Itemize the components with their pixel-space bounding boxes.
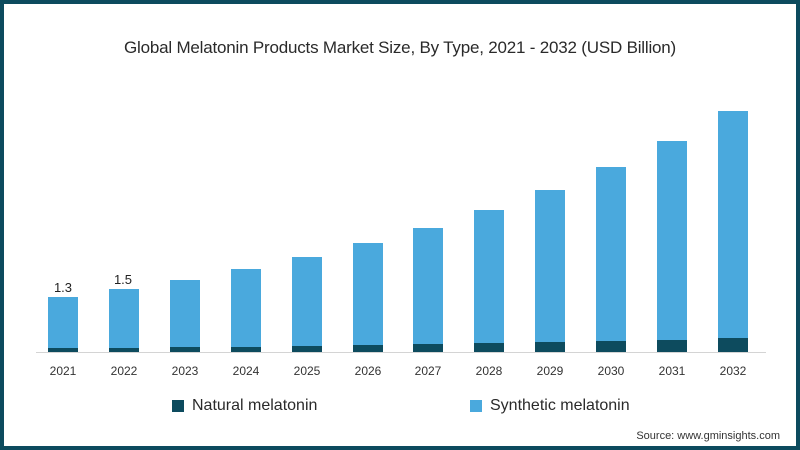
bar-2027 — [413, 228, 443, 352]
bar-segment-natural — [48, 348, 78, 352]
x-tick-label: 2025 — [293, 364, 321, 378]
x-tick-label: 2029 — [536, 364, 564, 378]
plot-area: 2021 2022 2023 2024 2025 2026 2027 2028 2029 2030… — [4, 4, 796, 446]
bar-segment-synthetic — [353, 243, 383, 345]
legend-swatch-synthetic — [470, 400, 482, 412]
bar-2031 — [657, 141, 687, 352]
bar-2030 — [596, 167, 626, 352]
bar-2025 — [292, 257, 322, 352]
legend-swatch-natural — [172, 400, 184, 412]
bar-segment-synthetic — [474, 210, 504, 343]
bar-segment-natural — [413, 344, 443, 352]
bar-segment-synthetic — [170, 280, 200, 347]
bar-segment-natural — [718, 338, 748, 352]
bar-segment-synthetic — [48, 297, 78, 348]
bar-2026 — [353, 243, 383, 352]
bar-2024 — [231, 269, 261, 352]
bar-2021 — [48, 297, 78, 352]
bar-segment-synthetic — [292, 257, 322, 346]
bar-segment-synthetic — [718, 111, 748, 338]
bar-segment-natural — [109, 348, 139, 352]
x-tick-label: 2030 — [597, 364, 625, 378]
x-tick-label: 2026 — [354, 364, 382, 378]
bar-segment-natural — [474, 343, 504, 352]
source-note: Source: www.gminsights.com — [636, 430, 780, 442]
x-tick-label: 2021 — [49, 364, 77, 378]
bar-segment-natural — [231, 347, 261, 352]
bar-segment-natural — [353, 345, 383, 352]
bar-segment-natural — [657, 340, 687, 352]
bar-segment-natural — [535, 342, 565, 352]
data-label-2021: 1.3 — [53, 280, 73, 295]
bar-segment-synthetic — [231, 269, 261, 347]
data-label-2022: 1.5 — [113, 272, 133, 287]
bar-segment-synthetic — [413, 228, 443, 344]
x-tick-label: 2031 — [658, 364, 686, 378]
bar-2023 — [170, 280, 200, 352]
bar-segment-natural — [596, 341, 626, 352]
bar-2022 — [109, 289, 139, 352]
bar-segment-synthetic — [109, 289, 139, 348]
legend-item-natural: Natural melatonin — [172, 397, 317, 415]
bar-segment-natural — [292, 346, 322, 352]
legend-label-synthetic: Synthetic melatonin — [490, 397, 630, 414]
x-tick-label: 2023 — [171, 364, 199, 378]
bar-segment-synthetic — [657, 141, 687, 340]
legend-label-natural: Natural melatonin — [192, 397, 318, 414]
bar-segment-synthetic — [596, 167, 626, 341]
legend-item-synthetic: Synthetic melatonin — [470, 397, 630, 415]
bar-segment-natural — [170, 347, 200, 352]
bar-2032 — [718, 111, 748, 352]
bar-segment-synthetic — [535, 190, 565, 342]
x-tick-label: 2028 — [475, 364, 503, 378]
x-tick-label: 2032 — [719, 364, 747, 378]
x-tick-label: 2027 — [414, 364, 442, 378]
x-tick-label: 2024 — [232, 364, 260, 378]
bar-2029 — [535, 190, 565, 352]
bar-2028 — [474, 210, 504, 352]
x-tick-label: 2022 — [110, 364, 138, 378]
x-axis-line — [36, 352, 766, 353]
chart-title: Global Melatonin Products Market Size, B… — [123, 38, 677, 57]
